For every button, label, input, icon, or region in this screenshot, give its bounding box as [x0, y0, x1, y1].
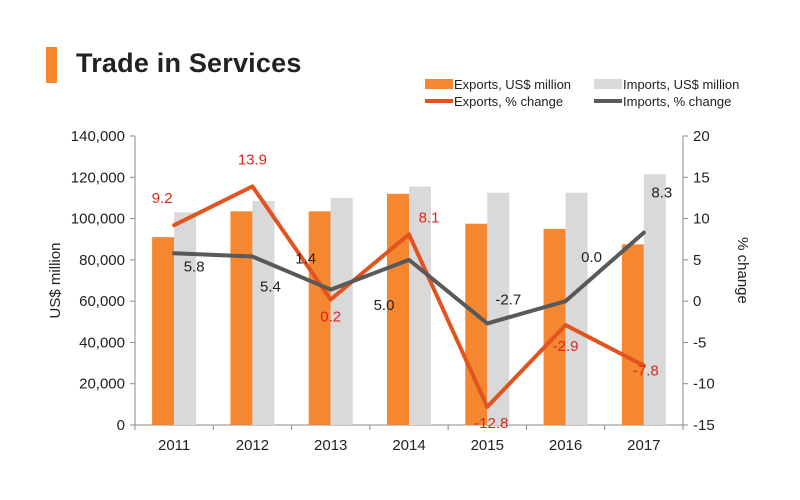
- left-tick-label: 0: [117, 417, 125, 434]
- imports-pct-label-2015: -2.7: [495, 291, 521, 308]
- exports-pct-label-2013: 0.2: [320, 308, 341, 325]
- right-tick-label: 5: [693, 252, 701, 269]
- x-tick-label: 2012: [236, 437, 269, 454]
- x-tick-label: 2011: [158, 437, 190, 454]
- imports-pct-label-2013: 1.4: [295, 251, 316, 268]
- right-tick-label: 20: [693, 128, 710, 145]
- legend-imports-usd-label: Imports, US$ million: [623, 77, 739, 92]
- legend-exports-usd-label: Exports, US$ million: [454, 77, 571, 92]
- exports-pct-label-2014: 8.1: [419, 209, 440, 226]
- x-tick-label: 2013: [314, 437, 347, 454]
- bars: [152, 174, 666, 425]
- left-tick-label: 100,000: [71, 211, 125, 228]
- imports-pct-label-2011: 5.8: [184, 258, 205, 275]
- imports-pct-label-2014: 5.0: [374, 297, 395, 314]
- imports-bar-2015: [487, 192, 510, 425]
- right-tick-label: 10: [693, 211, 710, 228]
- right-tick-label: -15: [693, 417, 715, 434]
- chart-title: Trade in Services: [76, 48, 302, 78]
- data-labels: 9.2 13.9 0.2 8.1 -12.8 -2.9 -7.8 5.8 5.4 1.4 5.0 -2…: [152, 151, 673, 431]
- imports-pct-label-2017: 8.3: [651, 185, 672, 202]
- imports-bar-2017: [643, 174, 666, 425]
- exports-pct-label-2016: -2.9: [553, 338, 579, 355]
- x-tick-label: 2016: [549, 437, 582, 454]
- imports-pct-label-2012: 5.4: [260, 279, 281, 296]
- exports-bar-2012: [230, 211, 253, 425]
- exports-bar-2013: [308, 211, 331, 425]
- imports-bar-2013: [330, 197, 353, 425]
- x-tick-label: 2017: [627, 437, 660, 454]
- exports-bar-2011: [152, 237, 175, 425]
- imports-bar-2012: [252, 201, 275, 425]
- exports-pct-label-2017: -7.8: [633, 363, 659, 380]
- imports-bar-2016: [565, 192, 588, 425]
- exports-pct-label-2015: -12.8: [474, 415, 508, 432]
- left-tick-label: 40,000: [79, 334, 125, 351]
- legend: Exports, US$ million Imports, US$ million…: [425, 77, 739, 109]
- legend-exports-usd-swatch: [425, 79, 453, 89]
- right-tick-label: 0: [693, 293, 701, 310]
- legend-exports-pct-label: Exports, % change: [454, 94, 563, 109]
- exports-pct-change-line: [172, 184, 646, 409]
- lines: [172, 184, 646, 409]
- left-tick-label: 60,000: [79, 293, 125, 310]
- exports-pct-label-2012: 13.9: [238, 151, 267, 168]
- right-tick-label: 15: [693, 169, 710, 186]
- title-accent-bar: [46, 47, 57, 83]
- imports-bar-2011: [174, 212, 197, 425]
- exports-bar-2016: [543, 228, 566, 425]
- left-tick-label: 140,000: [71, 128, 125, 145]
- x-tick-label: 2015: [471, 437, 504, 454]
- left-tick-label: 80,000: [79, 252, 125, 269]
- imports-pct-change-line: [172, 230, 646, 326]
- exports-pct-label-2011: 9.2: [152, 190, 173, 207]
- exports-bar-2017: [621, 244, 644, 425]
- y-axis-title: US$ million: [47, 243, 64, 319]
- left-tick-label: 120,000: [71, 169, 125, 186]
- x-tick-label: 2014: [392, 437, 425, 454]
- exports-bar-2014: [387, 193, 409, 425]
- left-tick-label: 20,000: [79, 376, 125, 393]
- right-tick-label: -10: [693, 376, 715, 393]
- axes: 0 20,000 40,000 60,000 80,000 100,000 120,000 1…: [47, 128, 751, 454]
- right-tick-label: -5: [693, 334, 706, 351]
- imports-pct-label-2016: 0.0: [581, 249, 602, 266]
- y2-axis-title: % change: [734, 237, 751, 304]
- legend-imports-pct-label: Imports, % change: [623, 94, 731, 109]
- legend-imports-usd-swatch: [594, 79, 622, 89]
